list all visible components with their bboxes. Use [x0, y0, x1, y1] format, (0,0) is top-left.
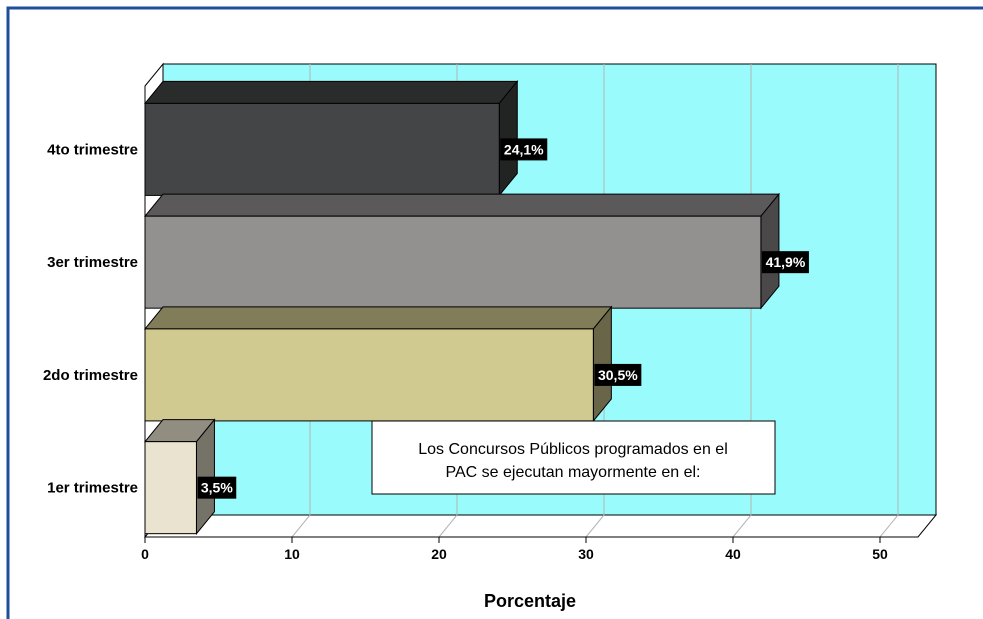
data-label: 24,1%	[504, 141, 544, 157]
bar	[144, 215, 762, 309]
data-labels: 24,1% 41,9% 30,5% 3,5%	[197, 138, 809, 499]
annotation-line-2: PAC se ejecutan mayormente en el:	[446, 464, 701, 481]
x-tick-label: 10	[284, 546, 300, 562]
data-label-bg	[761, 251, 809, 274]
bar	[144, 328, 594, 422]
x-tick-label: 40	[725, 546, 741, 562]
x-tick-label: 20	[431, 546, 447, 562]
bar	[144, 102, 500, 196]
plot-floor	[143, 514, 938, 538]
floor-gridline	[585, 514, 605, 538]
floor-gridline	[732, 514, 752, 538]
floor-gridline	[879, 514, 899, 538]
floor-gridline	[291, 514, 311, 538]
x-tick-label: 30	[578, 546, 594, 562]
annotation-box: Los Concursos Públicos programados en el…	[371, 420, 776, 495]
data-label-bg	[197, 476, 237, 499]
data-label: 41,9%	[766, 254, 806, 270]
floor-gridline	[438, 514, 458, 538]
data-label: 3,5%	[201, 480, 233, 496]
bars	[143, 80, 780, 536]
data-label-bg	[500, 138, 548, 161]
data-label-bg	[594, 363, 642, 386]
category-label: 1er trimestre	[47, 480, 138, 497]
category-label: 3er trimestre	[47, 254, 138, 271]
bar	[144, 441, 197, 535]
x-axis-label: Porcentaje	[484, 591, 576, 611]
annotation-line-1: Los Concursos Públicos programados en el	[418, 441, 728, 458]
annotation-frame	[371, 420, 776, 495]
bar-top-face	[143, 80, 519, 104]
x-tick-label: 0	[141, 546, 149, 562]
bar-top-face	[143, 306, 613, 330]
outer-frame	[6, 6, 983, 619]
category-label: 2do trimestre	[43, 367, 138, 384]
axes: 0 10 20 30 40 50 4to trimestre 3er trimestre 2do…	[43, 141, 918, 562]
category-label: 4to trimestre	[47, 141, 138, 158]
bar-top-face	[143, 193, 780, 217]
data-label: 30,5%	[598, 367, 638, 383]
x-tick-label: 50	[872, 546, 888, 562]
